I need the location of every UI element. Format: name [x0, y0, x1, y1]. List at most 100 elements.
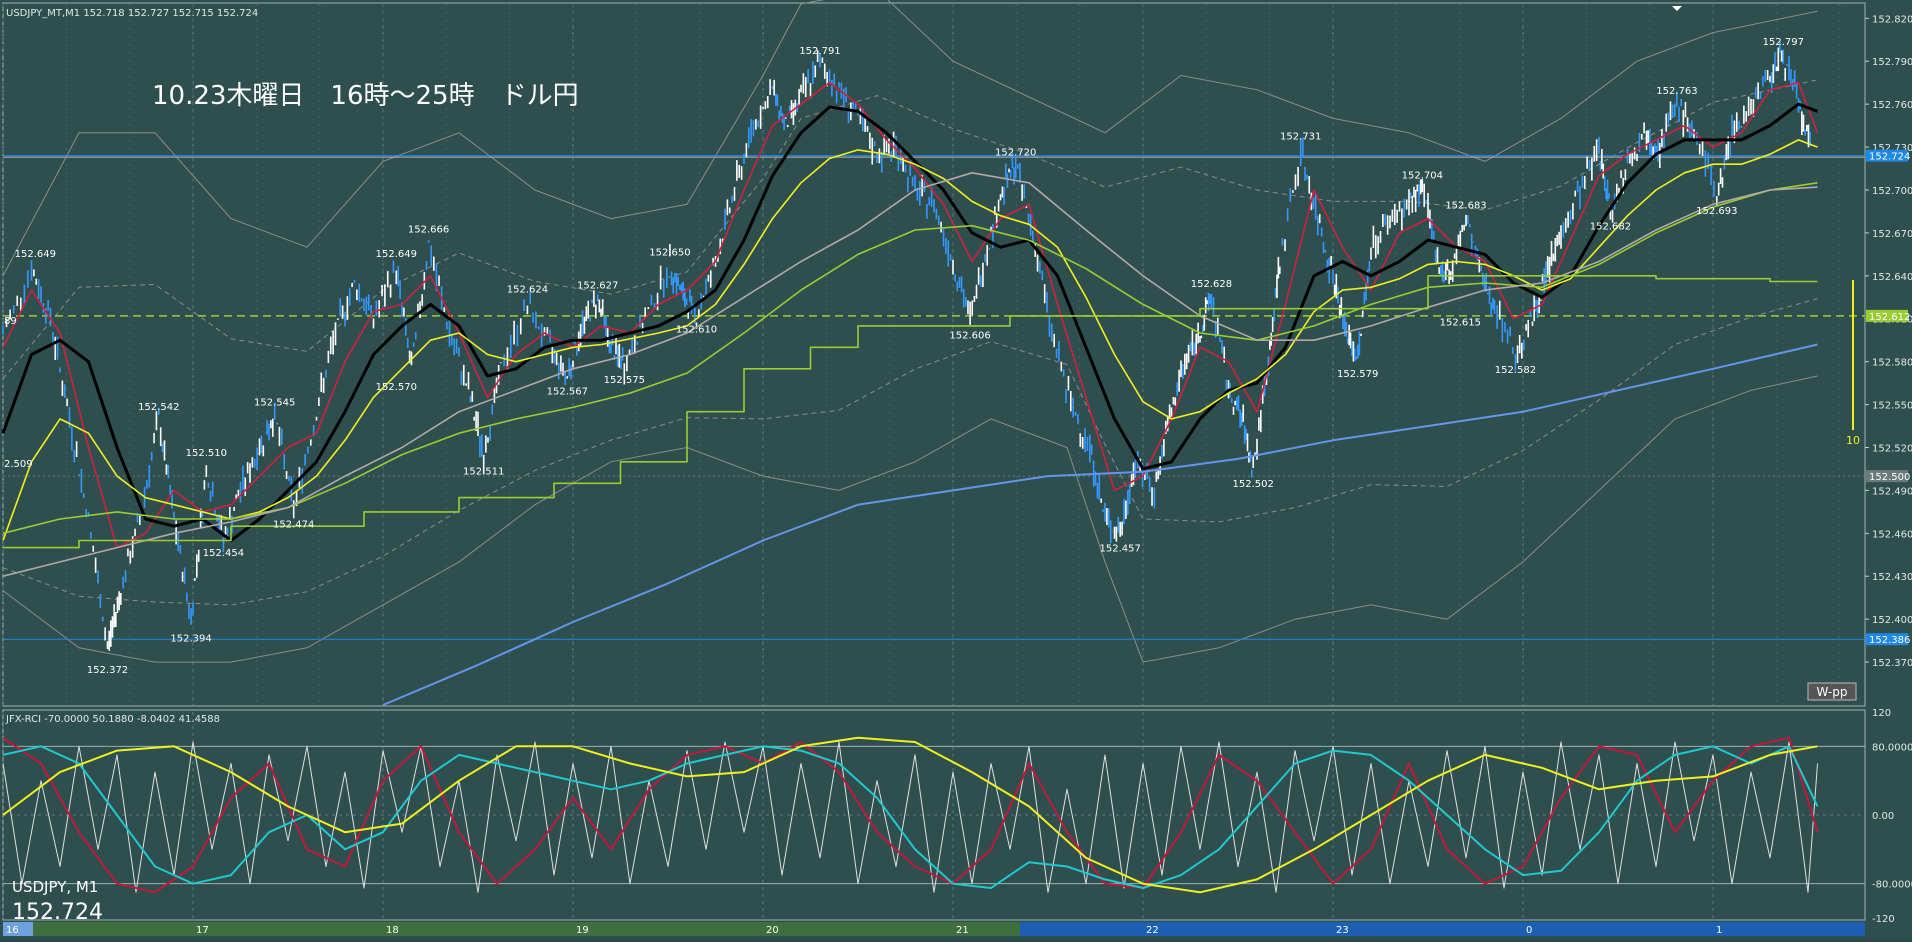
y-tick-label: 152.400	[1872, 615, 1912, 626]
osc-y-tick-label: 120	[1872, 708, 1891, 719]
price-label: 152.502	[1233, 479, 1274, 490]
time-tick-label: 23	[1336, 925, 1349, 936]
y-tick-label: 152.490	[1872, 486, 1912, 497]
y-tick-label: 152.730	[1872, 143, 1912, 154]
price-label: 152.693	[1696, 206, 1737, 217]
bb-upper-line	[2, 0, 1818, 277]
osc-y-tick-label: -80.0000	[1872, 880, 1912, 891]
bollinger-bands	[2, 0, 1818, 663]
price-label: 152.606	[949, 330, 990, 341]
w-pp-button[interactable]: W-pp	[1807, 682, 1857, 701]
oscillator-grid	[2, 712, 1865, 918]
indicator-header: JFX-RCI -70.0000 50.1880 -8.0402 41.4588	[5, 714, 220, 725]
price-label: 152.567	[547, 386, 588, 397]
main-series-group	[1, 42, 1819, 706]
price-label: 152.579	[1337, 369, 1378, 380]
time-tick-label: 16	[6, 925, 19, 936]
time-tick-label: 21	[956, 925, 969, 936]
bb-lower-inner-line	[2, 298, 1818, 606]
price-label: 152.720	[995, 147, 1036, 158]
y-tick-label: 152.520	[1872, 443, 1912, 454]
price-label: 152.615	[1440, 318, 1481, 329]
time-tick-label: 19	[576, 925, 589, 936]
step-green-line	[3, 275, 1818, 549]
price-label: 152.570	[376, 382, 417, 393]
range-bar-label: 10	[1846, 434, 1860, 447]
ma-grey-line	[2, 172, 1818, 577]
price-label: 152.511	[463, 466, 504, 477]
time-axis-scroll-thumb[interactable]	[3, 922, 33, 936]
osc-y-tick-label: 0.00	[1872, 811, 1894, 822]
y-tick-label: 152.700	[1872, 186, 1912, 197]
oscillator-series-group	[2, 736, 1819, 894]
osc-y-tick-label: 80.0000	[1872, 742, 1912, 753]
rci-very-long-line	[2, 736, 1818, 894]
price-label: 152.394	[170, 634, 211, 645]
price-label: 152.763	[1656, 86, 1697, 97]
main-grid	[2, 4, 1841, 705]
left-edge-label: 2.509	[4, 459, 33, 470]
price-highlight-label: 152.500	[1869, 472, 1910, 483]
symbol-timeframe-label: USDJPY, M1	[12, 878, 98, 896]
main-y-axis: 152.820 152.790 152.760 152.730 152.700 152.6…	[1865, 14, 1912, 669]
time-tick-label: 17	[196, 925, 209, 936]
left-edge-label: 89	[4, 316, 17, 327]
y-tick-label: 152.580	[1872, 358, 1912, 369]
y-tick-label: 152.820	[1872, 14, 1912, 25]
horizontal-lines	[3, 155, 1865, 640]
price-highlight-box	[1866, 470, 1908, 483]
price-label: 152.704	[1402, 170, 1443, 181]
price-label: 152.610	[676, 325, 717, 336]
price-label: 152.791	[799, 46, 840, 57]
osc-y-tick-label: -120	[1872, 914, 1895, 925]
price-label: 152.666	[408, 225, 449, 236]
price-highlight-label: 152.612	[1869, 312, 1910, 323]
price-label: 152.542	[138, 402, 179, 413]
price-highlight-box	[1866, 309, 1908, 322]
rci-short-line	[2, 741, 1818, 893]
price-label: 152.683	[1445, 200, 1486, 211]
bb-lower-line	[2, 375, 1818, 663]
price-highlight-box	[1866, 149, 1908, 162]
time-axis: 16 17 18 19 20 21 22 23 0 1	[6, 925, 1722, 936]
y-tick-label: 152.550	[1872, 401, 1912, 412]
price-label: 152.627	[577, 280, 618, 291]
price-label: 152.454	[203, 548, 244, 559]
y-tick-label: 152.640	[1872, 272, 1912, 283]
price-label: 152.628	[1191, 279, 1232, 290]
price-label: 152.545	[254, 398, 295, 409]
annotation-title: 10.23木曜日 16時～25時 ドル円	[152, 81, 579, 111]
price-labels: 152.649 152.542 152.372 152.510 152.454 152.3…	[4, 37, 1804, 676]
price-label: 152.682	[1590, 222, 1631, 233]
price-label: 152.582	[1495, 365, 1536, 376]
price-label: 152.510	[186, 448, 227, 459]
rci-mid-line	[2, 736, 1819, 894]
time-tick-label: 1	[1716, 925, 1722, 936]
y-tick-label: 152.670	[1872, 229, 1912, 240]
price-label: 152.731	[1280, 132, 1321, 143]
price-label: 152.457	[1100, 544, 1141, 555]
price-label: 152.797	[1763, 37, 1804, 48]
bb-upper-inner-line	[2, 79, 1818, 380]
price-label: 152.474	[273, 519, 314, 530]
chart-header: USDJPY_MT,M1 152.718 152.727 152.715 152…	[6, 8, 258, 19]
price-label: 152.650	[649, 248, 690, 259]
price-label: 152.624	[507, 285, 548, 296]
ma-black-line	[1, 102, 1819, 542]
ma-red-line	[2, 81, 1819, 549]
y-tick-label: 152.790	[1872, 57, 1912, 68]
time-tick-label: 20	[766, 925, 779, 936]
ma-blue-long-line	[382, 343, 1818, 706]
last-price-label: 152.724	[12, 900, 103, 925]
oscillator-y-axis: 120 80.0000 0.00 -80.0000 -120	[1872, 708, 1912, 925]
price-label: 152.575	[604, 375, 645, 386]
shift-marker-icon[interactable]	[1672, 6, 1682, 11]
time-axis-selected-range	[1020, 922, 1865, 936]
y-tick-label: 152.370	[1872, 658, 1912, 669]
price-highlight-label: 152.386	[1869, 635, 1910, 646]
ma-yellow-line	[2, 139, 1818, 541]
time-tick-label: 22	[1146, 925, 1159, 936]
time-tick-label: 18	[386, 925, 399, 936]
